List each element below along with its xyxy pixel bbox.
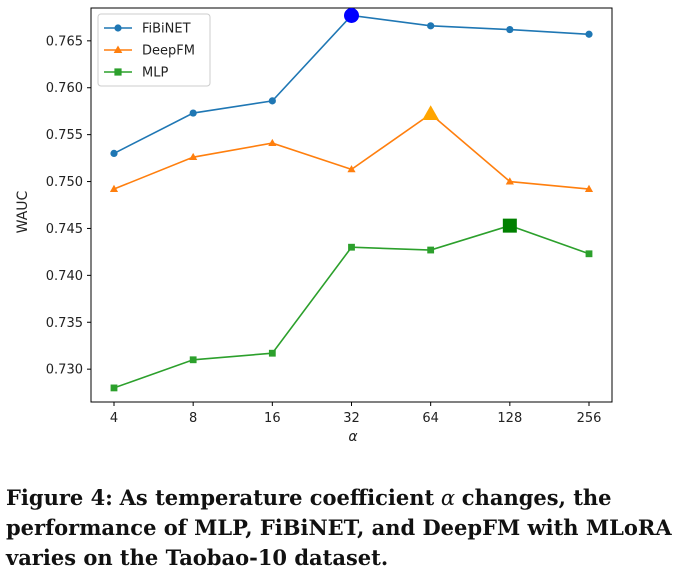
legend-label: DeepFM	[142, 44, 195, 59]
caption-symbol: α	[440, 486, 456, 510]
data-point	[348, 243, 355, 251]
x-tick-label: 32	[343, 411, 360, 426]
x-tick-label: 256	[577, 411, 602, 426]
data-point	[427, 246, 435, 254]
legend-marker	[114, 24, 122, 32]
x-tick-label: 128	[497, 411, 522, 426]
legend-item-fibinet: FiBiNET	[104, 22, 191, 37]
legend-box	[97, 13, 211, 87]
caption-label: Figure 4:	[6, 485, 113, 510]
highlight-point	[344, 8, 359, 24]
legend-label: FiBiNET	[142, 22, 191, 37]
legend-item-deepfm: DeepFM	[104, 44, 195, 59]
data-point	[189, 152, 198, 161]
y-tick-label: 0.760	[46, 81, 83, 96]
data-point	[110, 384, 118, 392]
data-point	[506, 25, 514, 34]
series-mlp	[110, 218, 593, 392]
x-tick-label: 64	[422, 411, 439, 426]
data-point	[268, 97, 276, 105]
series-deepfm	[109, 105, 594, 192]
highlight-point	[502, 218, 517, 233]
figure-caption: Figure 4: As temperature coefficient α c…	[6, 483, 686, 573]
data-point	[584, 184, 594, 192]
y-axis-title: WAUC	[15, 190, 31, 233]
series-fibinet	[110, 8, 593, 158]
data-point	[109, 184, 119, 192]
legend: FiBiNET DeepFM MLP	[97, 13, 211, 87]
data-point	[347, 165, 356, 173]
data-point	[268, 138, 277, 146]
caption-text-1: As temperature coefficient	[119, 485, 435, 510]
x-axis-title: α	[348, 429, 358, 445]
y-tick-label: 0.730	[46, 363, 83, 378]
legend-item-mlp: MLP	[104, 66, 168, 81]
y-tick-label: 0.740	[46, 269, 83, 284]
y-tick-label: 0.745	[46, 222, 83, 237]
x-axis: 4 8 16 32 64 128 256	[110, 402, 602, 426]
y-tick-label: 0.750	[46, 175, 83, 190]
y-axis: 0.730 0.735 0.740 0.745 0.750 0.755 0.760 0.765	[46, 34, 91, 378]
caption-text-2: changes, the performance of MLP, FiBiNET…	[6, 485, 672, 570]
data-point	[189, 356, 197, 364]
y-tick-label: 0.755	[46, 128, 83, 143]
data-point	[268, 349, 276, 357]
data-point	[427, 22, 435, 30]
x-tick-label: 8	[189, 411, 197, 426]
x-tick-label: 16	[264, 411, 281, 426]
data-point	[189, 109, 197, 117]
highlight-point	[422, 105, 440, 120]
legend-marker	[113, 45, 123, 54]
series-layer	[109, 8, 594, 392]
x-tick-label: 4	[110, 411, 118, 426]
data-point	[585, 30, 593, 38]
series-line	[113, 112, 590, 190]
data-point	[585, 250, 593, 258]
legend-label: MLP	[142, 66, 168, 81]
y-tick-label: 0.765	[46, 34, 83, 49]
legend-marker	[114, 68, 122, 76]
y-tick-label: 0.735	[46, 316, 83, 331]
data-point	[505, 177, 514, 185]
line-chart: 0.730 0.735 0.740 0.745 0.750 0.755 0.760 0.765…	[15, 7, 613, 445]
data-point	[110, 149, 118, 158]
